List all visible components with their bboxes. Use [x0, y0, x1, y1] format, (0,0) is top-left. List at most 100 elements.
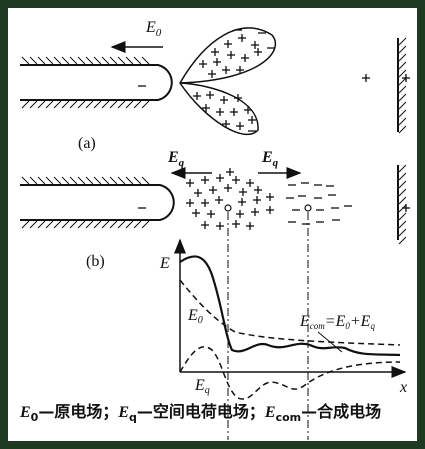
diagram: E0 (a) Eq Eq (b) E x E0 Eq Ecom=E0+Eq: [8, 8, 417, 441]
hatch-line: [70, 101, 77, 108]
hatch-line: [78, 57, 85, 64]
charges: [138, 30, 410, 230]
hatch-line: [399, 165, 406, 172]
caption-b: (b): [86, 253, 105, 270]
legend-text: —原电场；: [38, 402, 118, 421]
symbol: E: [20, 404, 31, 421]
hatch-line: [399, 118, 406, 125]
hatch-line: [399, 126, 406, 133]
hatch-line: [399, 237, 406, 244]
hatch-line: [46, 57, 53, 64]
hatch-line: [54, 101, 61, 108]
hatch-line: [22, 221, 29, 228]
legend-entry: E0—原电场；: [20, 402, 118, 421]
caption-a: (a): [78, 135, 96, 152]
subscript: q: [129, 411, 137, 424]
hatch-line: [118, 221, 125, 228]
rod-a: [20, 65, 172, 100]
hatch-line: [110, 221, 117, 228]
hatch-line: [399, 46, 406, 53]
hatch-line: [94, 57, 101, 64]
x-axis-label: x: [399, 379, 407, 396]
frame: E0 (a) Eq Eq (b) E x E0 Eq Ecom=E0+Eq E0…: [8, 8, 417, 441]
hatch-line: [30, 101, 37, 108]
hatch-line: [134, 177, 141, 184]
hatch-line: [399, 94, 406, 101]
hatch-line: [62, 57, 69, 64]
hatch-line: [46, 101, 53, 108]
hatch-line: [118, 101, 125, 108]
hatch-line: [399, 189, 406, 196]
hatch-line: [126, 177, 133, 184]
legend-entry: Eq—空间电荷电场；: [118, 402, 265, 421]
hatch-line: [142, 101, 149, 108]
hatch-line: [94, 101, 101, 108]
y-axis-label: E: [159, 255, 170, 272]
hatch-line: [30, 177, 37, 184]
hatch-line: [399, 70, 406, 77]
hatch-line: [399, 197, 406, 204]
hatch-line: [399, 54, 406, 61]
hatch-line: [126, 57, 133, 64]
label-curve-ecom: Ecom=E0+Eq: [299, 313, 375, 331]
hatch-line: [399, 110, 406, 117]
hatch-line: [399, 229, 406, 236]
hatch-line: [78, 177, 85, 184]
hatch-line: [94, 177, 101, 184]
hatch-line: [134, 101, 141, 108]
symbol: E: [265, 404, 276, 421]
legend-text: —合成电场: [301, 402, 381, 421]
label-eq-left: Eq: [167, 149, 185, 169]
hatch-line: [399, 62, 406, 69]
hatch-line: [399, 181, 406, 188]
label-e0: E0: [145, 19, 162, 39]
hatch-line: [118, 177, 125, 184]
hatch-line: [110, 177, 117, 184]
hatch-line: [399, 213, 406, 220]
legend-text: —空间电荷电场；: [137, 402, 265, 421]
hatch-line: [94, 221, 101, 228]
label-eq-right: Eq: [261, 149, 279, 169]
hatch-line: [30, 221, 37, 228]
electrodes: [20, 28, 405, 440]
hatch-line: [70, 57, 77, 64]
hatch-line: [38, 177, 45, 184]
hatch-line: [62, 177, 69, 184]
hatch-line: [102, 221, 109, 228]
hatch-line: [54, 221, 61, 228]
hatch-line: [399, 173, 406, 180]
hatch-line: [142, 221, 149, 228]
hatch-line: [126, 221, 133, 228]
hatch-line: [102, 101, 109, 108]
hatch-line: [118, 57, 125, 64]
hatch-line: [102, 177, 109, 184]
hatch-line: [134, 57, 141, 64]
hatch-line: [86, 221, 93, 228]
hatch-line: [78, 101, 85, 108]
hatch-line: [22, 101, 29, 108]
hatch-line: [142, 177, 149, 184]
hatch-line: [38, 101, 45, 108]
label-curve-e0: E0: [187, 307, 203, 326]
hatch-line: [102, 57, 109, 64]
point: [305, 205, 311, 211]
hatch-line: [110, 101, 117, 108]
subscript: com: [276, 411, 302, 424]
legend-entry: Ecom—合成电场: [265, 402, 381, 421]
hatch-line: [30, 57, 37, 64]
hatch-line: [38, 57, 45, 64]
hatch-line: [46, 177, 53, 184]
page: {"panel_a": {"field_label": {"main": "E"…: [0, 0, 425, 449]
hatch-line: [142, 57, 149, 64]
hatch-line: [54, 177, 61, 184]
hatch-line: [62, 101, 69, 108]
hatch-line: [70, 177, 77, 184]
hatch-line: [110, 57, 117, 64]
hatch-line: [46, 221, 53, 228]
hatch-line: [86, 177, 93, 184]
hatch-line: [86, 101, 93, 108]
hatch-line: [126, 101, 133, 108]
hatch-line: [38, 221, 45, 228]
hatch-line: [399, 102, 406, 109]
rod-b: [20, 185, 174, 220]
